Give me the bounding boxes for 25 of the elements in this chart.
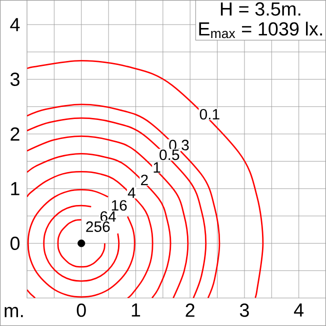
series-label: 16 — [112, 200, 127, 211]
y-tick-label: 1 — [11, 182, 20, 196]
series-label: 0.1 — [200, 108, 220, 120]
x-tick-label: 0 — [76, 304, 86, 317]
series-label: 256 — [86, 221, 110, 232]
y-tick-label: 2 — [10, 127, 20, 141]
y-tick-label: 3 — [10, 72, 20, 86]
series-label: 0.5 — [160, 149, 180, 160]
series-label: 64 — [100, 211, 116, 222]
series-label: 4 — [128, 188, 136, 198]
x-axis-title: m. — [4, 306, 23, 318]
line-series — [27, 170, 154, 298]
line-series — [27, 135, 189, 298]
line-series — [27, 60, 264, 298]
y-tick-label: 0 — [10, 236, 20, 250]
series-label: 2 — [140, 174, 148, 186]
series-label: 1 — [154, 162, 160, 173]
annotation: H = 3.5m. — [220, 2, 300, 16]
line-series — [27, 189, 136, 298]
x-tick-label: 4 — [294, 304, 304, 317]
annotation: E$_{max}$ = 1039 lx. — [199, 22, 322, 38]
x-tick-label: 2 — [186, 304, 194, 317]
x-tick-label: 1 — [132, 304, 140, 317]
y-tick-label: 4 — [10, 18, 20, 32]
x-tick-label: 3 — [240, 304, 249, 317]
